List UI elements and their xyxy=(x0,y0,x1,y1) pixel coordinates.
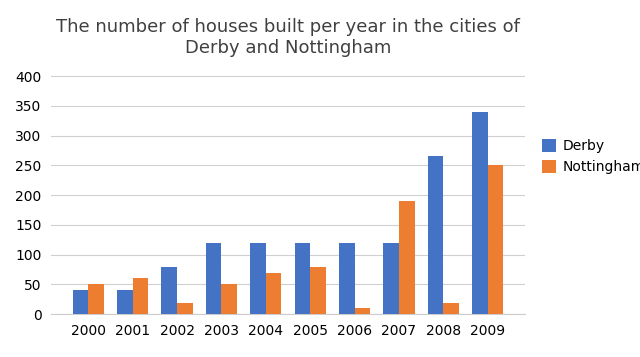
Bar xyxy=(488,165,503,314)
Bar xyxy=(206,243,221,314)
Bar xyxy=(428,156,444,314)
Legend: Derby, Nottingham: Derby, Nottingham xyxy=(536,134,640,180)
Bar xyxy=(88,285,104,314)
Bar xyxy=(472,112,488,314)
Bar xyxy=(132,278,148,314)
Bar xyxy=(355,308,370,314)
Bar xyxy=(399,201,415,314)
Bar xyxy=(383,243,399,314)
Bar xyxy=(250,243,266,314)
Title: The number of houses built per year in the cities of
Derby and Nottingham: The number of houses built per year in t… xyxy=(56,18,520,57)
Bar xyxy=(221,285,237,314)
Bar xyxy=(310,267,326,314)
Bar xyxy=(161,267,177,314)
Bar xyxy=(339,243,355,314)
Bar xyxy=(294,243,310,314)
Bar xyxy=(117,290,132,314)
Bar xyxy=(266,272,282,314)
Bar xyxy=(177,303,193,314)
Bar xyxy=(444,303,459,314)
Bar xyxy=(73,290,88,314)
